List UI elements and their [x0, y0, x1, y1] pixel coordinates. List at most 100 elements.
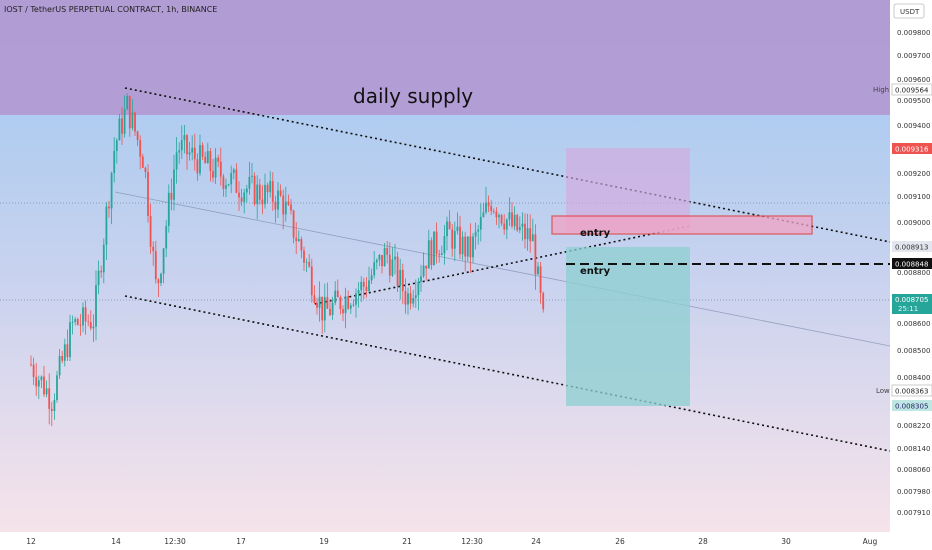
time-tick-label: 28 [698, 537, 708, 546]
candle-body [479, 216, 482, 230]
candle-body [95, 285, 97, 327]
price-tick-label: 0.008800 [897, 269, 930, 277]
candle-body [128, 96, 131, 129]
marker-black [892, 258, 932, 269]
candle-body [266, 184, 269, 193]
time-tick-label: 26 [615, 537, 625, 546]
candle-body [308, 261, 311, 267]
candle-body [303, 250, 305, 263]
candle-body [326, 297, 329, 309]
candle-body [82, 307, 84, 326]
candle-body [370, 275, 373, 281]
candle-body [284, 201, 287, 215]
time-tick-label: 30 [781, 537, 791, 546]
supply-zone-label: daily supply [353, 84, 473, 108]
candle-body [108, 206, 110, 209]
time-tick-label: 19 [319, 537, 329, 546]
candle-body [511, 212, 513, 227]
candle-body [446, 221, 448, 237]
candle-body [362, 281, 365, 287]
candle-body [71, 321, 74, 323]
candle-body [485, 202, 487, 213]
entry-label-1: entry [580, 228, 611, 239]
candle-body [269, 181, 272, 193]
candle-body [43, 376, 45, 395]
candle-body [518, 226, 521, 231]
candle-body [336, 290, 339, 298]
candle-body [279, 190, 282, 196]
candle-body [271, 181, 274, 202]
candle-body [219, 161, 222, 177]
candle-body [487, 202, 490, 207]
profit-zone [566, 247, 690, 406]
candle-body [373, 262, 376, 276]
candle-body [329, 308, 331, 316]
candle-body [425, 265, 428, 269]
candle-body [414, 295, 417, 299]
candle-body [69, 322, 71, 358]
candle-body [92, 326, 95, 329]
price-tick-label: 0.008600 [897, 320, 930, 328]
time-tick-label: 12 [26, 537, 36, 546]
candle-body [74, 319, 77, 322]
candle-body [316, 302, 318, 308]
channel-mid-line [114, 191, 891, 347]
candle-body [290, 204, 292, 211]
candle-body [427, 240, 430, 269]
candle-body [248, 176, 251, 189]
candle-body [282, 195, 285, 215]
candle-body [344, 296, 347, 314]
candle-body [102, 244, 105, 273]
candle-body [201, 145, 204, 157]
candle-body [448, 221, 451, 230]
candle-body [147, 171, 149, 216]
candle-body [339, 297, 342, 310]
currency-label: USDT [900, 8, 920, 16]
marker-red [892, 143, 932, 154]
candle-body [225, 185, 227, 189]
candle-body [196, 159, 199, 174]
candle-body [204, 156, 207, 164]
candle-body [505, 219, 508, 230]
candle-body [440, 253, 443, 255]
candle-body [383, 248, 386, 267]
candle-body [217, 157, 220, 162]
time-axis[interactable]: 12 14 12:30 17 19 21 12:30 24 26 28 30 Aug [26, 537, 877, 546]
currency-badge[interactable] [893, 3, 925, 19]
candle-body [160, 273, 162, 284]
candle-body [131, 112, 134, 129]
price-axis[interactable]: USDT 0.009800 0.009700 0.009600 0.009500 0.0… [873, 3, 932, 517]
candle-body [222, 176, 225, 189]
candle-body [162, 248, 165, 274]
price-tick-label: 0.008140 [897, 445, 930, 453]
candle-body [235, 169, 238, 193]
candle-body [144, 167, 147, 172]
time-tick-label: 12:30 [164, 537, 186, 546]
candle-body [118, 118, 121, 141]
candle-body [123, 109, 126, 134]
time-tick-label: 12:30 [461, 537, 483, 546]
candle-body [490, 206, 493, 212]
candle-body [482, 212, 485, 217]
candle-body [89, 322, 92, 329]
candle-body [134, 112, 136, 132]
candle-body [87, 321, 90, 323]
price-tick-label: 0.009100 [897, 193, 930, 201]
candle-body [180, 139, 183, 151]
candle-body [193, 147, 196, 160]
candle-body [459, 226, 461, 255]
candle-body [352, 304, 355, 306]
price-tick-label: 0.008400 [897, 374, 930, 382]
candle-body [100, 270, 103, 273]
marker-black-value: 0.008848 [895, 261, 928, 269]
candle-body [409, 293, 412, 304]
candle-body [433, 231, 435, 266]
candle-body [35, 376, 38, 387]
candle-body [157, 279, 160, 284]
price-tick-label: 0.009800 [897, 29, 930, 37]
time-tick-label: 24 [531, 537, 541, 546]
price-tick-label: 0.009000 [897, 219, 930, 227]
candle-body [191, 147, 194, 153]
candle-body [310, 266, 313, 296]
